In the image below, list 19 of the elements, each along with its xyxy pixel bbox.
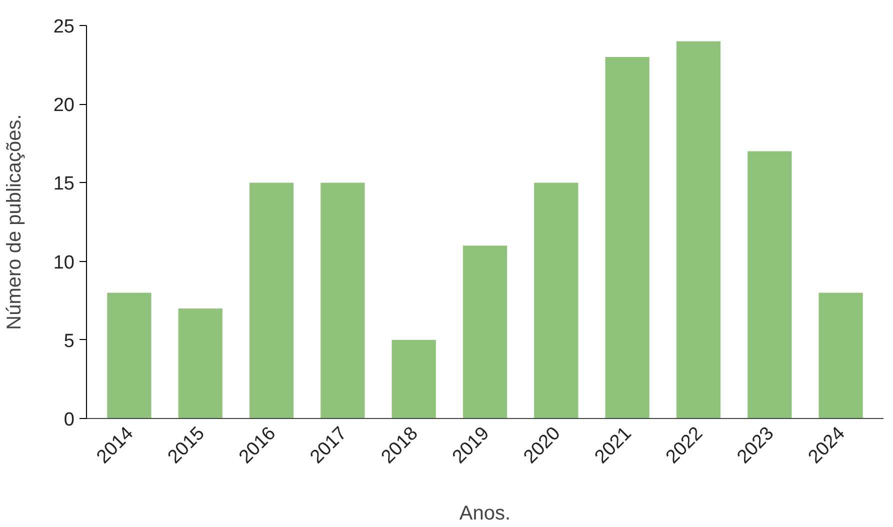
y-tick-label: 10 xyxy=(53,252,75,274)
y-tick-label: 20 xyxy=(53,95,75,116)
y-tick-label: 25 xyxy=(53,16,75,38)
bar xyxy=(249,182,294,418)
y-axis-title: Número de publicações. xyxy=(3,114,26,330)
bar xyxy=(748,151,792,418)
bar xyxy=(320,182,365,418)
bar xyxy=(605,56,650,418)
y-tick-label: 15 xyxy=(53,174,75,195)
y-tick-label: 0 xyxy=(64,410,75,430)
bar xyxy=(818,292,863,418)
bar xyxy=(534,182,578,418)
bar xyxy=(676,41,721,418)
y-tick-label: 5 xyxy=(64,330,75,352)
bar xyxy=(392,340,436,418)
bar xyxy=(462,246,508,418)
x-axis-title: Anos. xyxy=(459,502,511,524)
bar xyxy=(107,292,152,418)
bar xyxy=(178,308,222,418)
